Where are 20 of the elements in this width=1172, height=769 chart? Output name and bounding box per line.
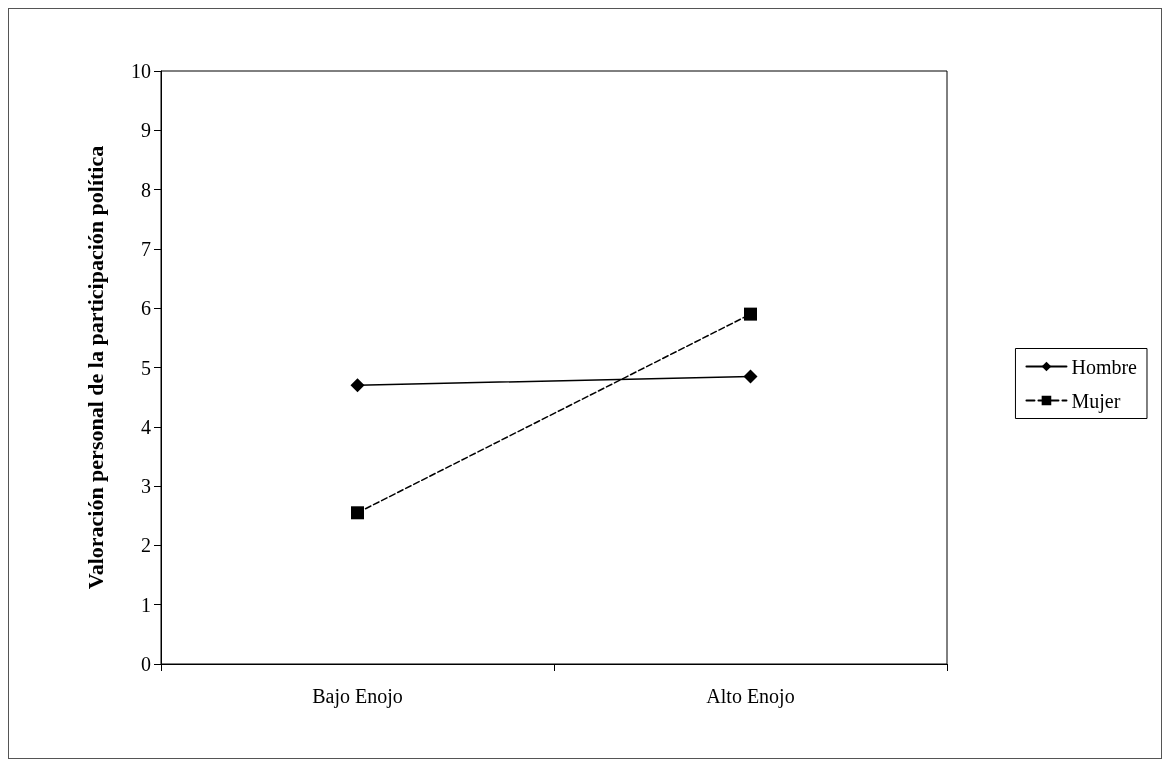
point <box>351 506 364 520</box>
y-axis-title: Valoración personal de la participación política <box>82 145 108 590</box>
y-tick-label: 4 <box>141 415 151 438</box>
point <box>743 369 758 384</box>
y-tick-label: 7 <box>141 237 151 260</box>
y-tick-label: 8 <box>141 178 151 201</box>
y-tick-label: 2 <box>141 534 151 557</box>
y-tick-label: 3 <box>141 475 151 498</box>
point <box>744 307 757 321</box>
point <box>350 378 365 393</box>
legend-label: Mujer <box>1071 389 1121 413</box>
y-tick-label: 5 <box>141 356 151 379</box>
y-tick-label: 9 <box>141 119 151 142</box>
y-tick-label: 0 <box>141 653 151 675</box>
x-tick-label: Bajo Enojo <box>312 685 403 708</box>
y-tick-label: 6 <box>141 297 151 320</box>
y-tick-label: 10 <box>131 60 151 82</box>
y-tick-label: 1 <box>141 593 151 616</box>
x-tick-label: Alto Enojo <box>706 685 795 708</box>
legend-label: Hombre <box>1071 355 1138 378</box>
